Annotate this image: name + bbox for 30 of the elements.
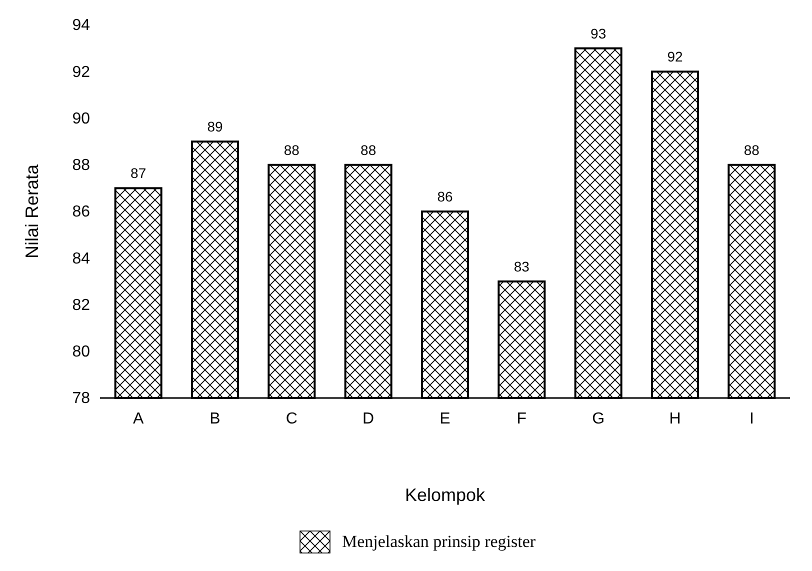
data-label: 87 [130,165,146,182]
y-axis-title: Nilai Rerata [22,164,42,259]
x-axis-title: Kelompok [404,485,486,505]
y-tick-label: 94 [72,17,90,34]
data-label: 83 [514,258,530,274]
data-label: 92 [667,48,683,65]
data-label: 86 [437,188,453,204]
y-tick-label: 88 [72,156,90,174]
y-tick-label: 78 [72,390,90,408]
x-tick-label: G [592,410,605,428]
x-tick-label: D [362,410,374,428]
y-tick-label: 90 [72,110,90,128]
y-tick-label: 84 [72,250,90,268]
x-tick-label: F [516,410,527,428]
data-label: 88 [284,142,300,158]
x-tick-label: A [132,410,144,428]
x-tick-label: C [286,410,298,428]
y-tick-label: 82 [72,296,90,314]
y-tick-label: 86 [72,204,90,221]
y-tick-label: 80 [72,343,90,360]
data-label: 93 [590,25,606,42]
x-tick-label: B [210,410,220,428]
y-tick-label: 92 [72,64,90,81]
legend-label: Menjelaskan prinsip register [342,532,536,551]
x-tick-label: H [669,410,681,428]
x-tick-label: I [749,410,754,428]
data-label: 89 [207,118,223,135]
data-label: 88 [744,142,760,158]
x-tick-label: E [440,410,450,428]
data-label: 88 [360,142,376,158]
